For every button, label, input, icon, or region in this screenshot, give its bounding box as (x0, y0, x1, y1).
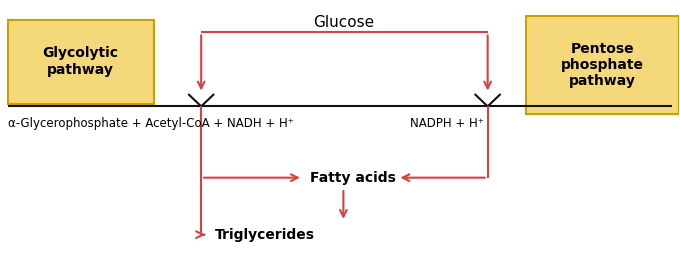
FancyBboxPatch shape (526, 16, 679, 114)
Text: Triglycerides: Triglycerides (215, 228, 315, 242)
Text: NADPH + H⁺: NADPH + H⁺ (410, 117, 483, 130)
Text: Glucose: Glucose (313, 15, 374, 30)
Text: Pentose
phosphate
pathway: Pentose phosphate pathway (560, 42, 643, 88)
Text: α-Glycerophosphate + Acetyl-CoA + NADH + H⁺: α-Glycerophosphate + Acetyl-CoA + NADH +… (8, 117, 294, 130)
Text: Fatty acids: Fatty acids (309, 171, 395, 185)
Text: Glycolytic
pathway: Glycolytic pathway (43, 46, 118, 77)
FancyBboxPatch shape (8, 20, 154, 104)
